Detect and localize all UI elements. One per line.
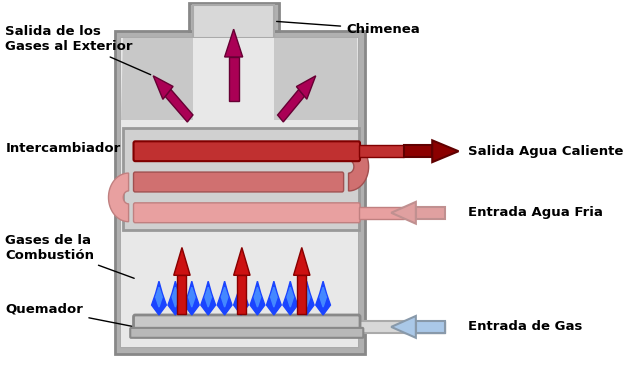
Polygon shape bbox=[224, 29, 243, 57]
Polygon shape bbox=[349, 142, 369, 191]
Polygon shape bbox=[234, 281, 248, 315]
Polygon shape bbox=[115, 31, 365, 354]
Polygon shape bbox=[229, 57, 239, 101]
Polygon shape bbox=[404, 321, 445, 333]
FancyBboxPatch shape bbox=[134, 315, 360, 337]
FancyBboxPatch shape bbox=[134, 203, 360, 223]
Text: Salida de los
Gases al Exterior: Salida de los Gases al Exterior bbox=[6, 25, 150, 75]
Text: Gases de la
Combustión: Gases de la Combustión bbox=[6, 234, 134, 278]
Polygon shape bbox=[189, 3, 279, 31]
FancyBboxPatch shape bbox=[134, 141, 360, 161]
Polygon shape bbox=[359, 321, 404, 333]
Polygon shape bbox=[359, 145, 404, 157]
Polygon shape bbox=[121, 38, 359, 347]
Text: Entrada Agua Fria: Entrada Agua Fria bbox=[468, 206, 603, 219]
Polygon shape bbox=[293, 247, 310, 275]
Polygon shape bbox=[238, 275, 246, 314]
Polygon shape bbox=[238, 287, 245, 307]
Polygon shape bbox=[404, 145, 432, 157]
FancyBboxPatch shape bbox=[130, 328, 363, 338]
Polygon shape bbox=[250, 281, 265, 315]
Polygon shape bbox=[278, 89, 305, 122]
Polygon shape bbox=[316, 281, 330, 315]
Polygon shape bbox=[359, 207, 404, 219]
Polygon shape bbox=[174, 247, 190, 275]
Text: Chimenea: Chimenea bbox=[277, 22, 420, 36]
Polygon shape bbox=[153, 76, 173, 99]
Polygon shape bbox=[266, 281, 282, 315]
Polygon shape bbox=[297, 76, 316, 99]
Polygon shape bbox=[274, 38, 359, 120]
Polygon shape bbox=[416, 207, 445, 219]
Polygon shape bbox=[416, 321, 445, 333]
Polygon shape bbox=[303, 287, 310, 307]
Polygon shape bbox=[432, 140, 458, 162]
Polygon shape bbox=[283, 281, 298, 315]
Polygon shape bbox=[194, 38, 274, 120]
Polygon shape bbox=[194, 5, 274, 38]
Polygon shape bbox=[152, 281, 166, 315]
Polygon shape bbox=[121, 38, 194, 120]
Text: Quemador: Quemador bbox=[6, 303, 142, 328]
Text: Entrada de Gas: Entrada de Gas bbox=[468, 320, 582, 333]
Polygon shape bbox=[121, 38, 194, 120]
Polygon shape bbox=[297, 275, 306, 314]
Polygon shape bbox=[121, 38, 359, 120]
Polygon shape bbox=[189, 287, 195, 307]
Polygon shape bbox=[271, 287, 277, 307]
Polygon shape bbox=[391, 202, 416, 224]
Text: Intercambiador: Intercambiador bbox=[6, 142, 134, 155]
Polygon shape bbox=[108, 173, 129, 222]
Polygon shape bbox=[274, 38, 359, 120]
Polygon shape bbox=[221, 287, 228, 307]
Polygon shape bbox=[165, 89, 193, 122]
Text: Salida Agua Caliente: Salida Agua Caliente bbox=[468, 145, 623, 158]
Polygon shape bbox=[217, 281, 232, 315]
Polygon shape bbox=[391, 316, 416, 338]
Polygon shape bbox=[320, 287, 327, 307]
Polygon shape bbox=[121, 120, 359, 347]
Polygon shape bbox=[184, 281, 199, 315]
Polygon shape bbox=[168, 281, 182, 315]
Polygon shape bbox=[155, 287, 162, 307]
Polygon shape bbox=[287, 287, 293, 307]
FancyBboxPatch shape bbox=[134, 172, 344, 192]
Polygon shape bbox=[123, 128, 359, 230]
Polygon shape bbox=[299, 281, 314, 315]
Polygon shape bbox=[177, 275, 186, 314]
Polygon shape bbox=[172, 287, 179, 307]
Polygon shape bbox=[254, 287, 261, 307]
Polygon shape bbox=[205, 287, 211, 307]
Polygon shape bbox=[201, 281, 216, 315]
Polygon shape bbox=[234, 247, 250, 275]
